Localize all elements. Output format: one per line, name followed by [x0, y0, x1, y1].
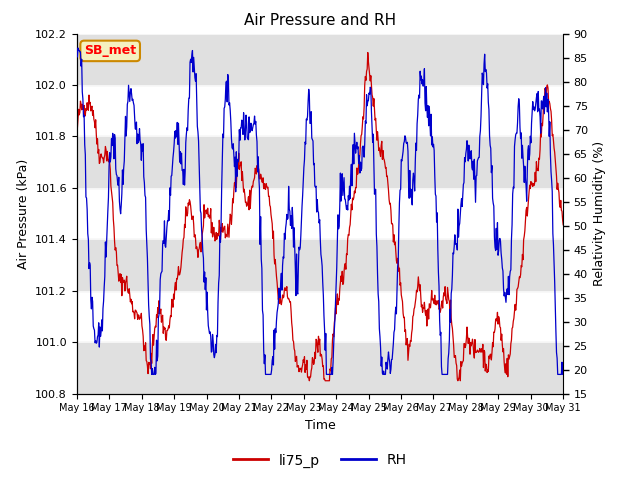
- Text: SB_met: SB_met: [84, 44, 136, 58]
- Bar: [77, 342, 563, 394]
- Bar: [77, 136, 563, 188]
- Title: Air Pressure and RH: Air Pressure and RH: [244, 13, 396, 28]
- Y-axis label: Air Pressure (kPa): Air Pressure (kPa): [17, 158, 29, 269]
- Bar: [77, 240, 563, 291]
- Legend: li75_p, RH: li75_p, RH: [228, 448, 412, 473]
- Y-axis label: Relativity Humidity (%): Relativity Humidity (%): [593, 141, 606, 286]
- Bar: [77, 34, 563, 85]
- X-axis label: Time: Time: [305, 419, 335, 432]
